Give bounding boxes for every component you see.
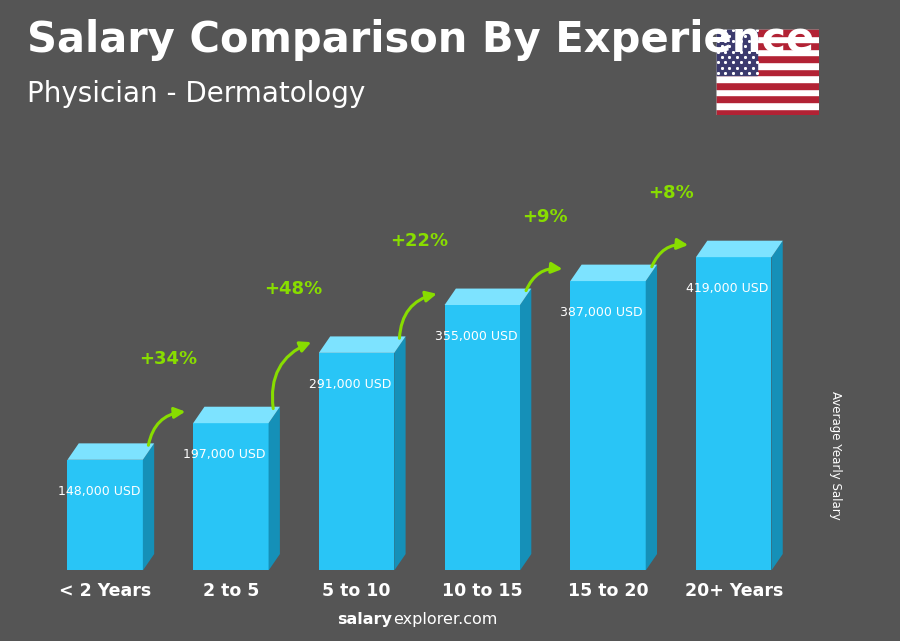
Polygon shape: [394, 337, 406, 570]
Text: +22%: +22%: [391, 232, 448, 250]
Bar: [716, 42, 819, 49]
Text: 355,000 USD: 355,000 USD: [435, 330, 518, 343]
Bar: [445, 305, 520, 570]
Text: salary: salary: [337, 612, 392, 627]
Bar: [194, 423, 268, 570]
Text: +48%: +48%: [265, 280, 323, 298]
Polygon shape: [645, 265, 657, 570]
Text: +8%: +8%: [648, 184, 694, 203]
Text: Average Yearly Salary: Average Yearly Salary: [830, 391, 842, 520]
Bar: [716, 69, 819, 76]
Bar: [716, 76, 819, 82]
Bar: [716, 35, 819, 42]
Bar: [696, 257, 771, 570]
Bar: [716, 102, 819, 109]
Text: 197,000 USD: 197,000 USD: [184, 448, 266, 462]
Polygon shape: [194, 406, 280, 423]
Bar: [319, 353, 394, 570]
Polygon shape: [445, 288, 531, 305]
Bar: [716, 82, 819, 88]
Bar: [716, 29, 757, 76]
Bar: [68, 460, 143, 570]
Text: +9%: +9%: [522, 208, 568, 226]
Bar: [716, 62, 819, 69]
Text: 148,000 USD: 148,000 USD: [58, 485, 140, 498]
Bar: [716, 29, 819, 35]
Text: Physician - Dermatology: Physician - Dermatology: [27, 80, 365, 108]
Text: +34%: +34%: [139, 350, 197, 369]
Bar: [716, 88, 819, 96]
Bar: [571, 281, 645, 570]
Text: explorer.com: explorer.com: [393, 612, 498, 627]
Polygon shape: [696, 240, 783, 257]
Text: 291,000 USD: 291,000 USD: [309, 378, 392, 391]
Bar: [716, 96, 819, 102]
Polygon shape: [268, 406, 280, 570]
Bar: [716, 49, 819, 56]
Polygon shape: [520, 288, 531, 570]
Text: 387,000 USD: 387,000 USD: [561, 306, 643, 319]
Polygon shape: [571, 265, 657, 281]
Polygon shape: [319, 337, 406, 353]
Polygon shape: [771, 240, 783, 570]
Bar: [716, 56, 819, 62]
Text: 419,000 USD: 419,000 USD: [686, 282, 769, 296]
Text: Salary Comparison By Experience: Salary Comparison By Experience: [27, 19, 814, 62]
Bar: [716, 109, 819, 115]
Polygon shape: [68, 444, 154, 460]
Polygon shape: [143, 444, 154, 570]
